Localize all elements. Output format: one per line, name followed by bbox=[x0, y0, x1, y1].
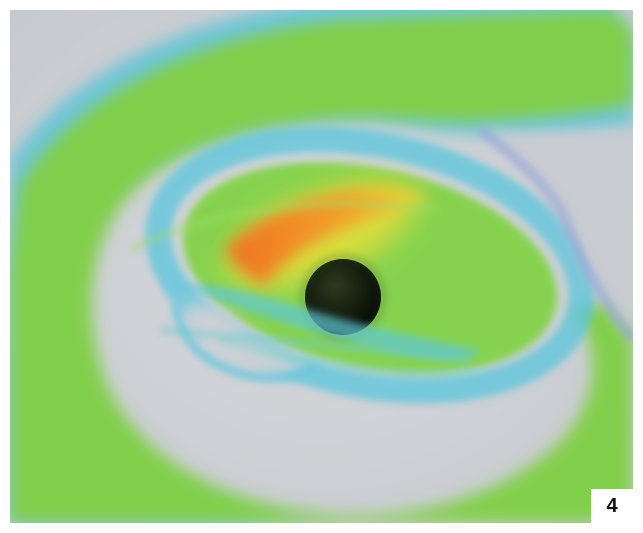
disk-body bbox=[10, 10, 633, 523]
foreground-band bbox=[180, 284, 480, 360]
simulation-render bbox=[10, 10, 633, 523]
hot-region bbox=[225, 188, 430, 285]
right-gap bbox=[480, 128, 633, 340]
accretion-disk-visualization bbox=[10, 10, 633, 523]
right-gap-edge bbox=[476, 126, 633, 344]
panel-number-label: 4 bbox=[591, 489, 633, 523]
